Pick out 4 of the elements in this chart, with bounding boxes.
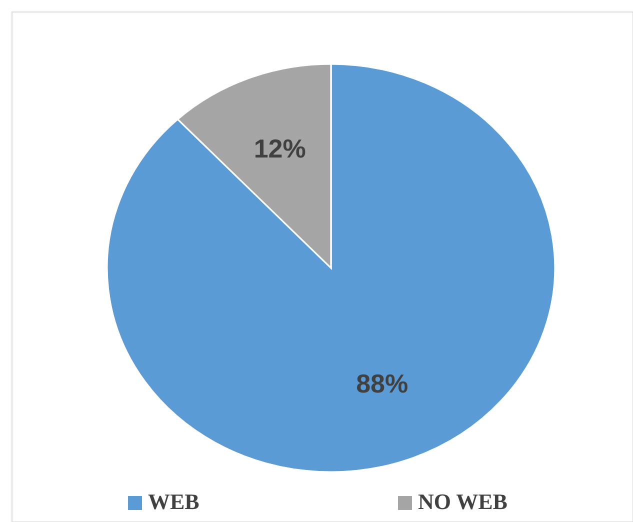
data-label: 12%: [254, 133, 306, 164]
legend-label: NO WEB: [418, 489, 508, 514]
legend-label: WEB: [148, 489, 200, 514]
data-label: 88%: [356, 368, 408, 398]
